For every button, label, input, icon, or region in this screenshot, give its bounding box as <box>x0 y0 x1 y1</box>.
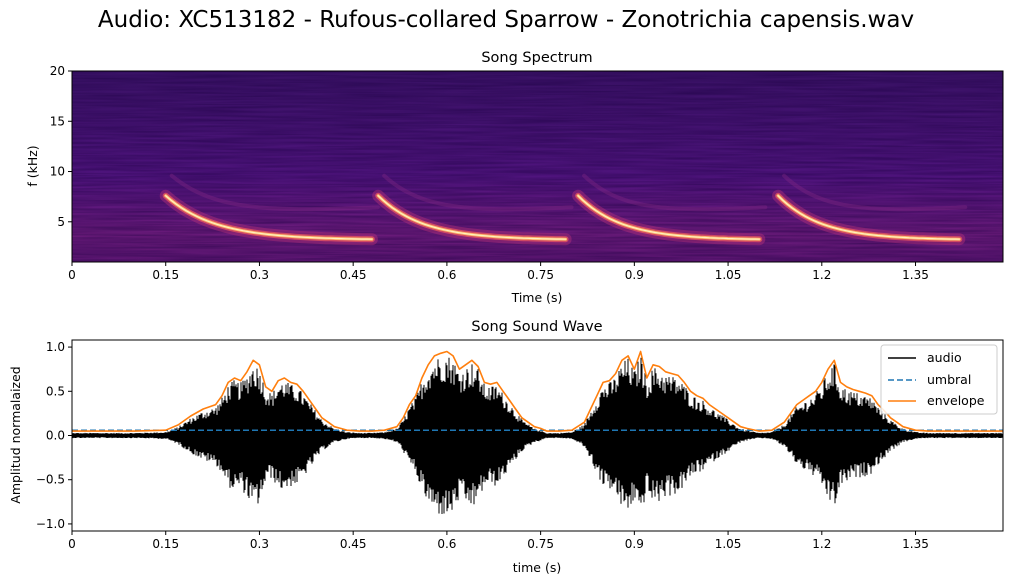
spectrum-frame <box>71 70 1004 263</box>
wave-y-tick-label: 0.0 <box>46 429 65 443</box>
spectrum-y-tick-label: 5 <box>57 215 65 229</box>
envelope-series <box>72 350 1003 432</box>
wave-legend: audio umbral envelope <box>880 344 998 415</box>
spectrum-y-ticks: 5 10 15 20 <box>50 64 72 229</box>
spectrum-x-tick-label: 0.3 <box>250 268 269 282</box>
spectrogram-note <box>772 173 968 246</box>
spectrum-x-tick-label: 1.2 <box>812 268 831 282</box>
wave-x-tick-label: 0.9 <box>625 537 644 551</box>
spectrogram-note <box>572 173 768 246</box>
wave-x-tick-label: 0.75 <box>527 537 554 551</box>
spectrum-x-tick-label: 0 <box>68 268 76 282</box>
legend-box <box>880 344 998 415</box>
wave-x-tick-label: 0 <box>68 537 76 551</box>
wave-x-tick-label: 0.3 <box>250 537 269 551</box>
wave-y-tick-label: −1.0 <box>36 517 65 531</box>
wave-x-tick-label: 1.35 <box>902 537 929 551</box>
wave-x-label: time (s) <box>513 560 561 575</box>
wave-y-tick-label: 0.5 <box>46 384 65 398</box>
spectrum-panel: Song Spectrum 0 0.15 0.3 0.45 0.6 0.75 0.9 1.05… <box>25 50 1004 305</box>
wave-y-tick-label: 1.0 <box>46 340 65 354</box>
wave-title: Song Sound Wave <box>471 319 602 335</box>
wave-y-tick-label: −0.5 <box>36 473 65 487</box>
spectrogram-note <box>372 173 574 246</box>
spectrum-x-tick-label: 0.9 <box>625 268 644 282</box>
spectrogram-note <box>159 173 380 246</box>
spectrum-x-label: Time (s) <box>511 290 563 305</box>
wave-x-tick-label: 1.05 <box>715 537 742 551</box>
wave-x-tick-label: 0.45 <box>340 537 367 551</box>
spectrum-x-tick-label: 1.35 <box>902 268 929 282</box>
spectrum-y-tick-label: 15 <box>50 114 65 128</box>
spectrum-x-tick-label: 1.05 <box>715 268 742 282</box>
wave-y-label: Amplitud normalaized <box>8 366 23 503</box>
spectrum-title: Song Spectrum <box>481 50 592 66</box>
legend-envelope-label: envelope <box>927 393 985 408</box>
figure-title: Audio: XC513182 - Rufous-collared Sparro… <box>97 7 915 33</box>
legend-audio-label: audio <box>927 350 962 365</box>
spectrum-y-label: f (kHz) <box>25 145 40 186</box>
wave-x-ticks: 0 0.15 0.3 0.45 0.6 0.75 0.9 1.05 1.2 1.35 <box>68 531 929 551</box>
spectrum-x-tick-label: 0.75 <box>527 268 554 282</box>
audio-series <box>72 357 1003 514</box>
wave-x-tick-label: 0.6 <box>437 537 456 551</box>
wave-y-ticks: −1.0 −0.5 0.0 0.5 1.0 <box>36 340 72 531</box>
wave-panel: Song Sound Wave 0 0.15 0.3 0.45 0.6 0.75 0.9 1.… <box>8 319 1004 575</box>
spectrum-y-tick-label: 20 <box>50 64 65 78</box>
spectrum-x-tick-label: 0.45 <box>340 268 367 282</box>
spectrum-x-tick-label: 0.6 <box>437 268 456 282</box>
spectrum-x-tick-label: 0.15 <box>152 268 179 282</box>
spectrum-x-ticks: 0 0.15 0.3 0.45 0.6 0.75 0.9 1.05 1.2 1.35 <box>68 262 929 282</box>
wave-x-tick-label: 1.2 <box>812 537 831 551</box>
legend-umbral-label: umbral <box>927 372 971 387</box>
wave-x-tick-label: 0.15 <box>152 537 179 551</box>
spectrum-y-tick-label: 10 <box>50 165 65 179</box>
spectrogram-notes <box>159 173 968 246</box>
